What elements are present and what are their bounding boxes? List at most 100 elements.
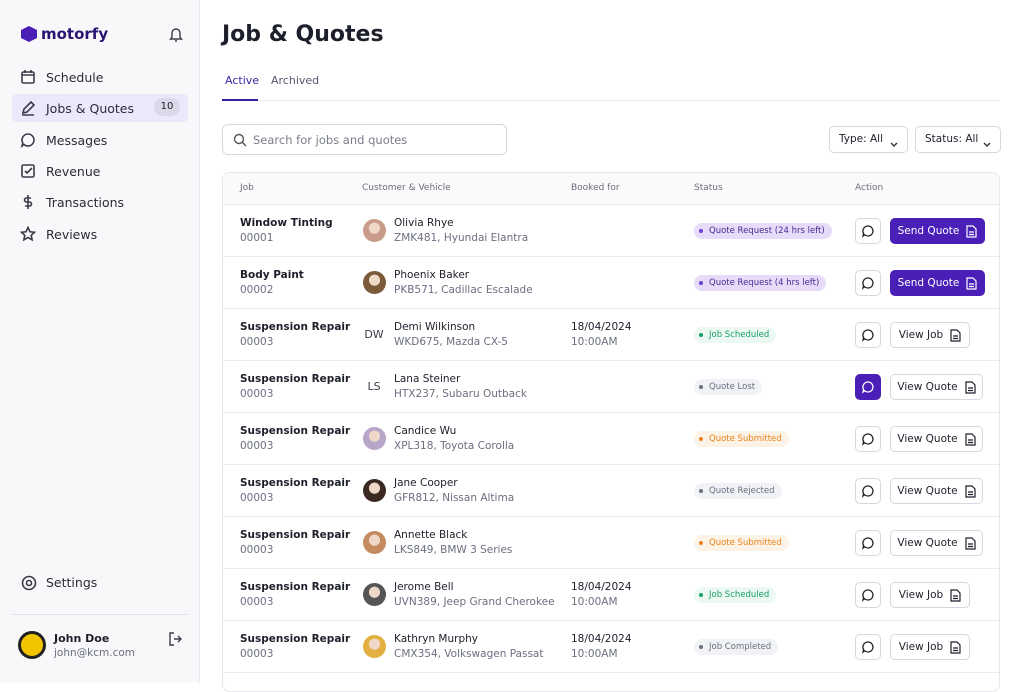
vehicle: XPL318, Toyota Corolla [394,440,515,452]
message-button[interactable] [855,374,881,400]
action-button[interactable]: View Quote [890,374,983,400]
column-header: Booked for [571,183,620,193]
vehicle: GFR812, Nissan Altima [394,492,515,504]
customer-initials: LS [367,380,381,393]
action-label: View Quote [897,381,958,393]
vehicle: LKS849, BMW 3 Series [394,544,513,556]
booked-date: 18/04/2024 [571,633,632,645]
search-icon [233,133,247,147]
customer-name: Olivia Rhye [394,217,454,229]
nav-icon [20,225,36,242]
action-button[interactable]: View Quote [890,530,983,556]
status-pill: Quote Request (4 hrs left) [694,275,827,291]
status-dot [699,437,703,441]
booked-date: 18/04/2024 [571,321,632,333]
customer-name: Annette Black [394,529,468,541]
chevron [889,135,899,147]
search-box[interactable]: Search for jobs and quotes [222,124,507,155]
status-pill: Quote Submitted [694,431,789,447]
tab[interactable]: Archived [271,74,320,87]
table-row: Suspension Repair 00003 DW Demi Wilkinson WK… [223,309,999,361]
nav-item[interactable]: Revenue [46,163,101,179]
booked-time: 10:00AM [571,648,618,660]
action-label: View Quote [897,485,958,497]
message-button[interactable] [855,270,881,296]
status-pill: Quote Rejected [694,483,782,499]
action-label: View Job [898,641,944,653]
action-label: View Job [898,329,944,341]
message-button[interactable] [855,478,881,504]
table-row: Suspension Repair 00003 Candice Wu XPL318, … [223,413,999,465]
message-button[interactable] [855,582,881,608]
status-pill: Quote Lost [694,379,763,395]
settings[interactable]: Settings [46,575,98,590]
nav-item[interactable]: Messages [46,132,108,148]
nav-icon [20,132,36,148]
job-name: Suspension Repair [240,425,351,437]
action-button[interactable]: View Quote [890,426,983,452]
action-button[interactable]: View Job [890,582,970,608]
booked-date: 18/04/2024 [571,581,632,593]
action-label: Send Quote [897,277,960,289]
customer-name: Lana Steiner [394,373,461,385]
nav-item[interactable]: Jobs & Quotes [46,101,134,117]
action-label: View Quote [897,433,958,445]
table-row: Body Paint 00002 Phoenix Baker PKB571, Cadi… [223,257,999,309]
status-dot [699,645,703,649]
nav-icon [20,100,36,117]
job-id: 00003 [240,544,274,556]
customer-avatar [363,531,386,554]
vehicle: ZMK481, Hyundai Elantra [394,232,529,244]
job-id: 00003 [240,388,274,400]
action-button[interactable]: View Job [890,634,970,660]
customer-avatar [363,583,386,606]
action-button[interactable]: Send Quote [890,270,985,296]
notifications[interactable] [168,26,184,42]
table-row: Suspension Repair 00003 Annette Black LKS84… [223,517,999,569]
filter-label: Type: All [839,133,884,145]
column-header: Action [855,183,884,193]
job-id: 00003 [240,492,274,504]
message-button[interactable] [855,426,881,452]
table-row: Suspension Repair 00003 Kathryn Murphy CMX3… [223,621,999,673]
job-id: 00003 [240,336,274,348]
filter-dropdown[interactable]: Type: All [829,126,908,153]
job-name: Suspension Repair [240,581,351,593]
vehicle: UVN389, Jeep Grand Cherokee [394,596,555,608]
filter-label: Status: All [925,133,979,145]
job-name: Body Paint [240,269,304,281]
message-button[interactable] [855,530,881,556]
action-button[interactable]: View Quote [890,478,983,504]
customer-avatar [363,479,386,502]
status-dot [699,385,703,389]
table-row: Suspension Repair 00003 LS Lana Steiner HTX2… [223,361,999,413]
message-button[interactable] [855,218,881,244]
nav-item[interactable]: Schedule [46,70,104,85]
status-dot [699,281,703,285]
customer-avatar [363,427,386,450]
table-row: Suspension Repair 00003 Jerome Bell UVN389,… [223,569,999,621]
action-button[interactable]: View Job [890,322,970,348]
tab[interactable]: Active [225,74,260,87]
jobs-table: Job Customer & Vehicle Booked for Status Act… [222,172,1000,692]
action-label: Send Quote [897,225,960,237]
message-button[interactable] [855,634,881,660]
filter-dropdown[interactable]: Status: All [915,126,1001,153]
settings-icon [21,575,37,591]
vehicle: PKB571, Cadillac Escalade [394,284,533,296]
nav-item[interactable]: Transactions [46,195,125,211]
nav-icon [20,69,36,85]
logout[interactable] [167,631,183,647]
status-dot [699,333,703,337]
vehicle: HTX237, Subaru Outback [394,388,527,400]
customer-name: Jerome Bell [394,581,454,593]
nav-badge: 10 [154,98,180,117]
nav-item[interactable]: Reviews [46,226,98,242]
job-name: Window Tinting [240,217,333,229]
status-pill: Quote Request (24 hrs left) [694,223,832,239]
status-dot [699,593,703,597]
job-name: Suspension Repair [240,373,351,385]
action-button[interactable]: Send Quote [890,218,985,244]
booked-time: 10:00AM [571,336,618,348]
message-button[interactable] [855,322,881,348]
